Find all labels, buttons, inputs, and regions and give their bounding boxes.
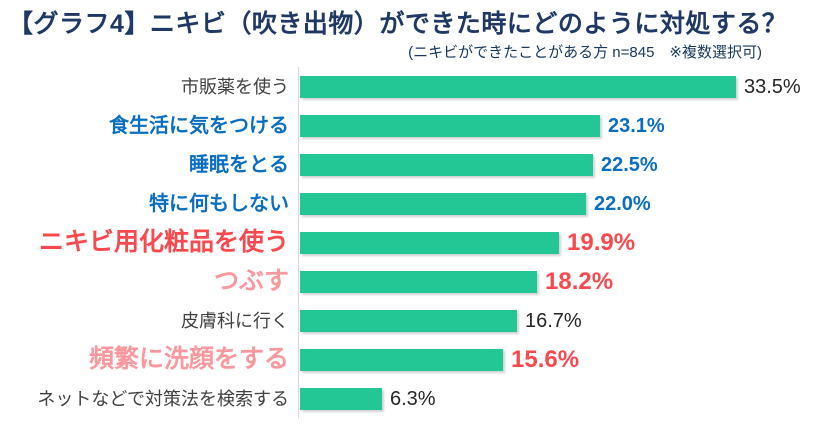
bar-track: 18.2%	[298, 262, 840, 301]
category-label: 市販薬を使う	[181, 76, 289, 97]
category-label: つぶす	[213, 267, 289, 295]
category-label: 特に何もしない	[149, 192, 289, 215]
bar	[300, 348, 503, 371]
bar-track: 15.6%	[298, 340, 840, 379]
chart-rows: 市販薬を使う 33.5% 食生活に気をつける 23.1% 睡眠をとる 22.5% 特に何もし…	[0, 67, 840, 418]
category-label: 皮膚科に行く	[181, 310, 289, 331]
value-label: 18.2%	[545, 267, 614, 295]
chart-row: ネットなどで対策法を検索する 6.3%	[0, 379, 840, 418]
bar	[300, 387, 382, 410]
category-label: ネットなどで対策法を検索する	[37, 388, 289, 409]
bar-track: 22.5%	[298, 145, 840, 184]
bar	[300, 192, 586, 215]
chart-row: ニキビ用化粧品を使う 19.9%	[0, 223, 840, 262]
chart-row: 皮膚科に行く 16.7%	[0, 301, 840, 340]
bar	[300, 270, 537, 293]
chart-row: 睡眠をとる 22.5%	[0, 145, 840, 184]
bar	[300, 75, 736, 98]
bar-track: 19.9%	[298, 223, 840, 262]
chart-row: 特に何もしない 22.0%	[0, 184, 840, 223]
category-label: 食生活に気をつける	[109, 114, 289, 137]
bar-track: 6.3%	[298, 379, 840, 418]
category-label: 睡眠をとる	[189, 153, 289, 176]
bar-track: 23.1%	[298, 106, 840, 145]
bar-track: 16.7%	[298, 301, 840, 340]
chart-title: 【グラフ4】ニキビ（吹き出物）ができた時にどのように対処する？	[8, 10, 788, 38]
value-label: 23.1%	[608, 114, 665, 137]
chart-row: 市販薬を使う 33.5%	[0, 67, 840, 106]
chart-row: 食生活に気をつける 23.1%	[0, 106, 840, 145]
value-label: 22.5%	[601, 153, 658, 176]
value-label: 15.6%	[511, 345, 580, 373]
value-label: 6.3%	[390, 387, 436, 410]
bar-track: 22.0%	[298, 184, 840, 223]
bar	[300, 114, 600, 137]
category-label: ニキビ用化粧品を使う	[38, 228, 289, 256]
chart-row: 頻繁に洗顔をする 15.6%	[0, 340, 840, 379]
chart-subtitle: (ニキビができたことがある方 n=845 ※複数選択可)	[408, 44, 762, 61]
bar	[300, 231, 559, 254]
value-label: 33.5%	[744, 75, 801, 98]
bar	[300, 153, 593, 176]
chart-row: つぶす 18.2%	[0, 262, 840, 301]
bar	[300, 309, 517, 332]
category-label: 頻繁に洗顔をする	[88, 345, 289, 373]
value-label: 16.7%	[525, 309, 582, 332]
value-label: 19.9%	[567, 228, 636, 256]
bar-track: 33.5%	[298, 67, 840, 106]
value-label: 22.0%	[594, 192, 651, 215]
